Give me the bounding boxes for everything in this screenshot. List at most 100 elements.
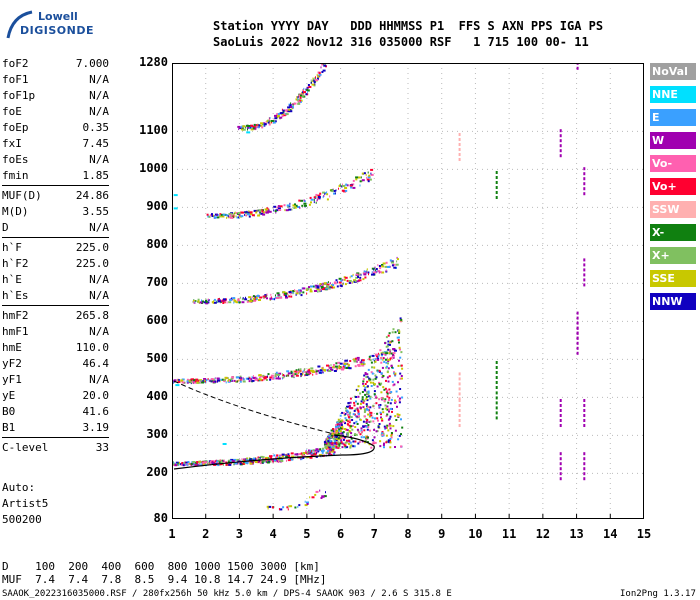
param-row-md: M(D) 3.55 [2, 204, 109, 220]
param-name: yF1 [2, 373, 22, 386]
param-value: 7.000 [75, 57, 109, 70]
param-value: 46.4 [82, 357, 110, 370]
param-row-fof1: foF1 N/A [2, 72, 109, 88]
param-name: foE [2, 105, 22, 118]
y-tick-label: 1100 [139, 123, 168, 138]
param-value: 0.35 [82, 121, 110, 134]
param-separator [2, 305, 109, 306]
plot-grid [172, 63, 644, 519]
legend-item-nnw: NNW [650, 293, 696, 310]
param-row-fof2: foF2 7.000 [2, 56, 109, 72]
logo-text-digisonde: DIGISONDE [20, 24, 94, 37]
param-row-hf: h`F 225.0 [2, 240, 109, 256]
param-name: D [2, 221, 9, 234]
param-value: N/A [89, 325, 109, 338]
param-row-foep: foEp 0.35 [2, 120, 109, 136]
param-value: 225.0 [75, 241, 109, 254]
y-tick-label: 200 [146, 465, 168, 480]
param-row-clevel: C-level 33 [2, 440, 109, 456]
param-name: h`F2 [2, 257, 29, 270]
footer-muf-row: MUF 7.4 7.4 7.8 8.5 9.4 10.8 14.7 24.9 [… [2, 573, 327, 586]
density-profile [173, 380, 375, 470]
param-name: hmF2 [2, 309, 29, 322]
profile-solid-curve [173, 434, 375, 470]
auto-code: 500200 [2, 513, 42, 526]
param-name: h`E [2, 273, 22, 286]
header-row-1: Station YYYY DAY DDD HHMMSS P1 FFS S AXN… [213, 19, 604, 33]
y-tick-label: 600 [146, 313, 168, 328]
x-tick-label: 3 [235, 527, 244, 541]
y-tick-label: 1000 [139, 161, 168, 176]
param-name: B1 [2, 421, 16, 434]
param-value: N/A [89, 105, 109, 118]
param-name: foF2 [2, 57, 29, 70]
logo-text-lowell: Lowell [38, 10, 78, 23]
param-row-fxi: fxI 7.45 [2, 136, 109, 152]
param-value: 24.86 [75, 189, 109, 202]
footer-version: Ion2Png 1.3.17 [620, 589, 696, 599]
param-row-b1: B1 3.19 [2, 420, 109, 436]
echo-traces [172, 63, 586, 511]
x-tick-label: 14 [603, 527, 618, 541]
param-name: fxI [2, 137, 22, 150]
legend-item-ssw: SSW [650, 201, 696, 218]
param-value: 33 [95, 441, 109, 454]
plot-frame [172, 63, 644, 519]
param-row-hme: hmE 110.0 [2, 340, 109, 356]
param-row-hmf1: hmF1 N/A [2, 324, 109, 340]
param-value: 265.8 [75, 309, 109, 322]
param-row-d: D N/A [2, 220, 109, 236]
profile-dashed-curve [173, 380, 331, 434]
y-tick-label: 300 [146, 427, 168, 442]
y-tick-label: 400 [146, 389, 168, 404]
legend-item-x: X+ [650, 247, 696, 264]
legend-item-nne: NNE [650, 86, 696, 103]
ionogram-plot [172, 63, 644, 519]
param-row-hmf2: hmF2 265.8 [2, 308, 109, 324]
y-tick-label: 1280 [139, 55, 168, 69]
param-value: N/A [89, 289, 109, 302]
param-name: foEs [2, 153, 29, 166]
param-value: 225.0 [75, 257, 109, 270]
x-tick-label: 6 [336, 527, 345, 541]
param-name: yF2 [2, 357, 22, 370]
param-value: N/A [89, 89, 109, 102]
x-tick-label: 10 [468, 527, 483, 541]
x-tick-label: 12 [535, 527, 551, 541]
param-name: C-level [2, 441, 49, 454]
param-separator [2, 185, 109, 186]
param-value: 3.55 [82, 205, 110, 218]
x-tick-label: 7 [370, 527, 378, 541]
x-tick-label: 13 [569, 527, 584, 541]
param-value: N/A [89, 73, 109, 86]
legend-item-e: E [650, 109, 696, 126]
x-tick-label: 2 [202, 527, 210, 541]
y-tick-label: 900 [146, 199, 168, 214]
param-row-fof1p: foF1p N/A [2, 88, 109, 104]
param-row-yf1: yF1 N/A [2, 372, 109, 388]
param-value: 41.6 [82, 405, 110, 418]
param-row-yf2: yF2 46.4 [2, 356, 109, 372]
header-row-2: SaoLuis 2022 Nov12 316 035000 RSF 1 715 … [213, 35, 589, 49]
param-value: 1.85 [82, 169, 110, 182]
logo-swoosh-icon [6, 10, 33, 39]
y-tick-label: 80 [153, 511, 168, 525]
param-name: fmin [2, 169, 29, 182]
param-row-mufd: MUF(D) 24.86 [2, 188, 109, 204]
legend-item-w: W [650, 132, 696, 149]
param-name: foEp [2, 121, 29, 134]
x-tick-label: 15 [636, 527, 652, 541]
param-row-hes: h`Es N/A [2, 288, 109, 304]
param-value: 7.45 [82, 137, 110, 150]
footer-file-info: SAAOK_2022316035000.RSF / 280fx256h 50 k… [2, 589, 452, 599]
param-value: 110.0 [75, 341, 109, 354]
param-value: 20.0 [82, 389, 110, 402]
param-row-foes: foEs N/A [2, 152, 109, 168]
param-row-foe: foE N/A [2, 104, 109, 120]
digisonde-logo: Lowell DIGISONDE [6, 8, 106, 42]
param-name: hmE [2, 341, 22, 354]
param-name: yE [2, 389, 16, 402]
y-tick-label: 700 [146, 275, 168, 290]
x-tick-label: 4 [269, 527, 277, 541]
x-tick-label: 1 [168, 527, 176, 541]
